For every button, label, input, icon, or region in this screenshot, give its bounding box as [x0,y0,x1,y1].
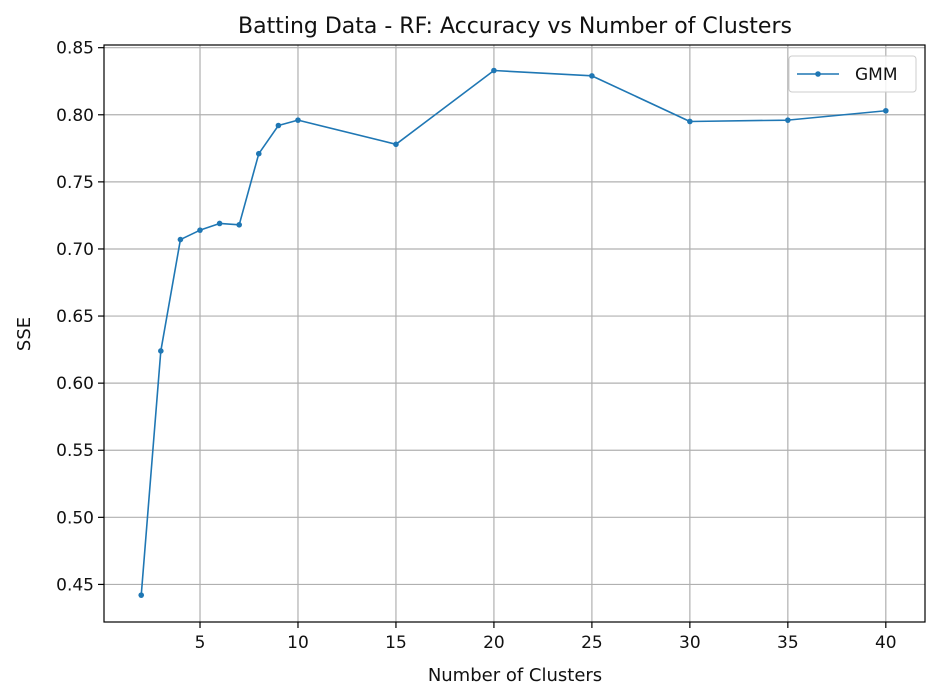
x-axis-label: Number of Clusters [428,665,602,686]
y-tick-label: 0.60 [56,374,94,394]
y-axis-label: SSE [14,317,35,351]
data-point [236,222,243,228]
legend-frame [788,55,917,93]
x-axis-ticks: 5 10 15 20 25 30 35 40 [195,622,897,653]
x-tick-label: 5 [195,633,206,653]
data-point [589,73,595,79]
legend: GMM [788,55,917,93]
data-point [177,236,184,243]
x-tick-label: 20 [483,633,505,653]
data-point [275,122,282,129]
y-tick-label: 0.80 [56,106,94,126]
x-tick-label: 15 [385,633,407,653]
y-tick-label: 0.55 [56,441,94,461]
x-tick-label: 30 [679,633,701,653]
y-tick-label: 0.75 [56,173,94,193]
data-point [491,67,497,74]
y-tick-label: 0.70 [56,240,94,260]
data-point [883,107,889,114]
chart-title: Batting Data - RF: Accuracy vs Number of… [238,14,792,39]
y-tick-label: 0.45 [56,575,94,595]
data-point [158,348,164,354]
x-tick-label: 40 [875,633,897,653]
x-tick-label: 35 [777,633,799,653]
y-tick-label: 0.65 [56,307,94,327]
data-point [138,592,145,598]
y-axis-ticks: 0.45 0.50 0.55 0.60 0.65 0.70 0.75 0.80 0.85 [56,39,104,595]
legend-label: GMM [855,65,898,85]
plot-frame [103,44,926,623]
data-point [197,227,203,233]
grid [104,45,925,622]
data-point [295,117,301,123]
y-tick-label: 0.50 [56,508,94,528]
series-layer [138,67,889,598]
x-tick-label: 25 [581,633,603,653]
data-point [216,220,223,227]
legend-marker-sample [815,71,821,77]
data-point [393,141,399,148]
data-point [785,117,791,123]
x-tick-label: 10 [287,633,309,653]
data-point [687,118,693,125]
data-point [255,150,262,157]
y-tick-label: 0.85 [56,39,94,59]
